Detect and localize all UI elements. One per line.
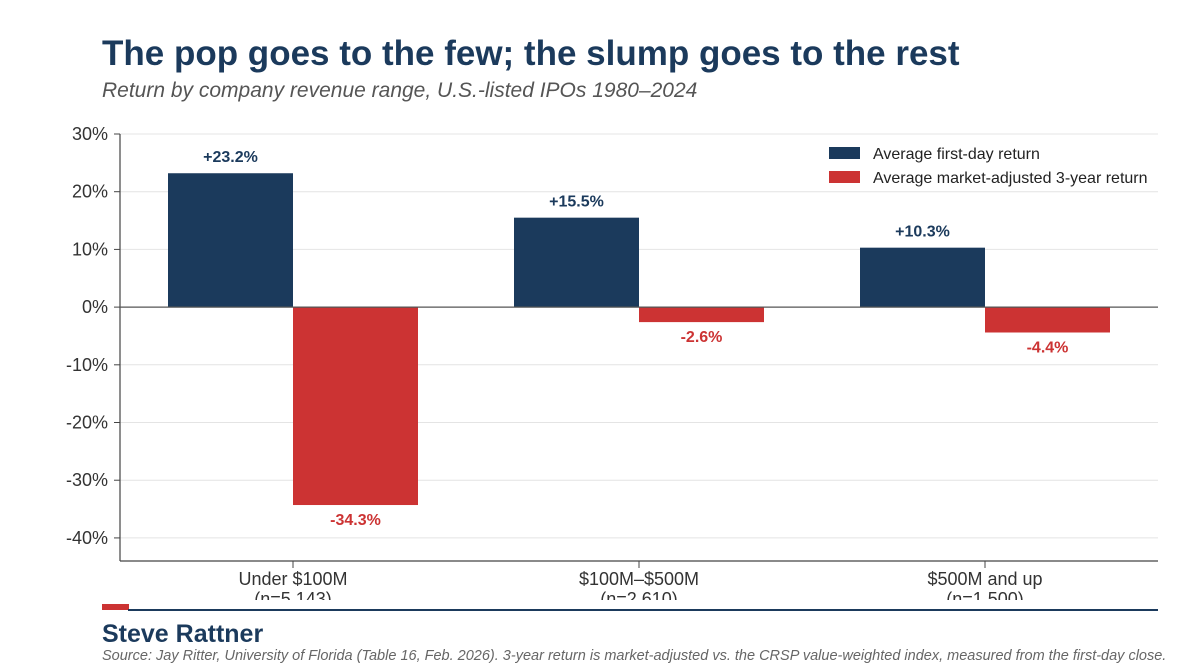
x-tick-label: $500M and up	[927, 569, 1042, 589]
data-label: +10.3%	[895, 224, 950, 241]
bar-chart: 30% 20% 10% 0% -10% -20% -30% -40% +23.2% -34.3% U…	[66, 124, 1158, 600]
bar-three-year	[639, 307, 764, 323]
x-tick-sublabel: (n=1,500)	[946, 589, 1024, 600]
data-label: +15.5%	[549, 194, 604, 211]
brand-name: Steve Rattner	[102, 620, 264, 648]
y-tick-label: -40%	[66, 528, 108, 548]
legend-swatch	[829, 147, 860, 159]
legend-label: Average first-day return	[873, 146, 1040, 163]
footer-accent-bar	[102, 604, 129, 610]
source-note: Source: Jay Ritter, University of Florid…	[102, 648, 1167, 664]
bar-three-year	[293, 307, 418, 506]
x-tick-label: Under $100M	[238, 569, 347, 589]
bar-first-day	[860, 247, 985, 308]
y-tick-label: -10%	[66, 355, 108, 375]
chart-subtitle: Return by company revenue range, U.S.-li…	[102, 79, 698, 102]
legend-label: Average market-adjusted 3-year return	[873, 170, 1148, 187]
data-label: -4.4%	[1027, 339, 1069, 356]
x-tick-sublabel: (n=2,610)	[600, 589, 678, 600]
bar-three-year	[985, 307, 1110, 333]
y-tick-label: -30%	[66, 470, 108, 490]
y-tick-label: 0%	[82, 297, 108, 317]
y-tick-label: 20%	[72, 182, 108, 202]
x-tick-label: $100M–$500M	[579, 569, 699, 589]
footer-divider	[128, 609, 1158, 611]
x-tick-sublabel: (n=5,143)	[254, 589, 332, 600]
chart-title: The pop goes to the few; the slump goes …	[102, 34, 960, 73]
y-tick-label: 10%	[72, 239, 108, 259]
bar-first-day	[514, 217, 639, 308]
data-label: +23.2%	[203, 149, 258, 166]
legend-swatch	[829, 171, 860, 183]
y-tick-label: 30%	[72, 124, 108, 144]
bar-first-day	[168, 173, 293, 308]
data-label: -34.3%	[330, 512, 381, 529]
data-label: -2.6%	[681, 329, 723, 346]
y-tick-label: -20%	[66, 413, 108, 433]
